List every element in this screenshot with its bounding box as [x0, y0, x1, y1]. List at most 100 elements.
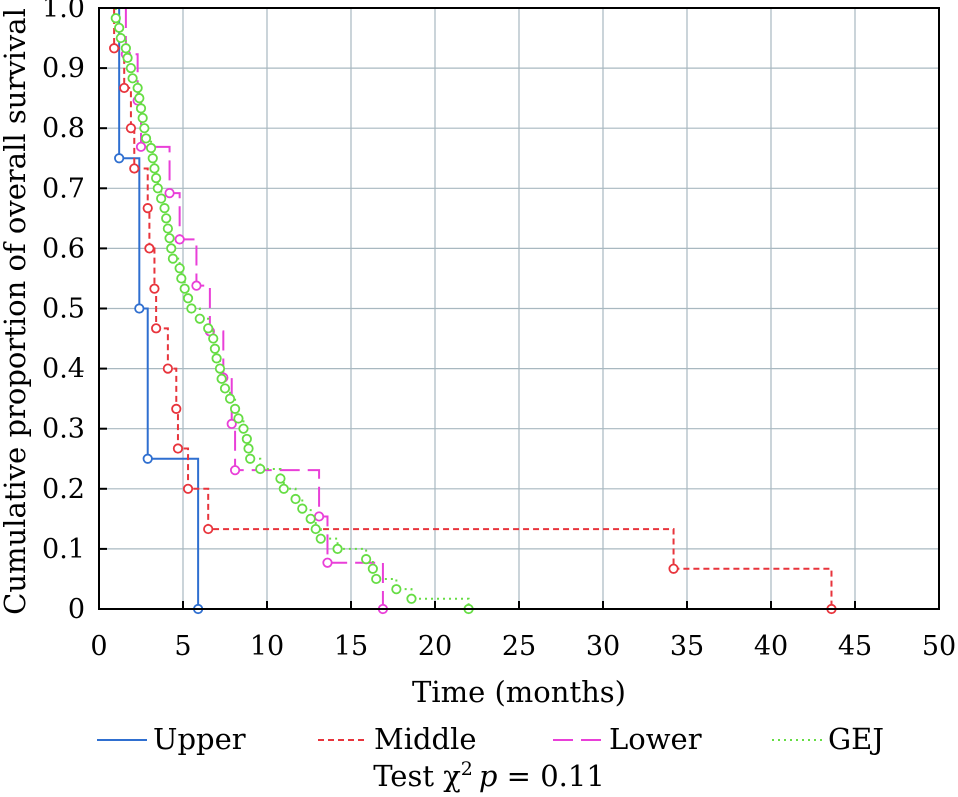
x-tick-label: 50	[922, 631, 956, 662]
event-marker	[219, 383, 231, 394]
event-marker	[171, 403, 182, 414]
event-marker	[114, 22, 125, 33]
event-marker	[278, 483, 289, 494]
y-tick-label: 0.4	[42, 354, 85, 385]
event-marker	[224, 393, 236, 404]
event-marker	[109, 43, 120, 54]
event-marker	[174, 234, 185, 245]
event-marker	[367, 563, 378, 574]
y-tick-label: 0.9	[42, 53, 85, 84]
x-tick-label: 5	[174, 631, 191, 662]
y-tick-label: 0	[68, 594, 85, 625]
x-tick-label: 15	[334, 631, 368, 662]
event-marker	[229, 403, 241, 414]
event-marker	[122, 52, 133, 63]
event-marker	[322, 557, 333, 568]
event-marker	[305, 513, 316, 524]
legend-label: GEJ	[828, 722, 884, 756]
legend-item-gej: GEJ	[772, 722, 884, 756]
event-marker	[203, 323, 214, 334]
event-marker	[156, 193, 167, 204]
x-tick-label: 35	[670, 631, 704, 662]
event-marker	[174, 263, 185, 274]
event-marker	[151, 172, 162, 184]
legend-label: Lower	[609, 722, 702, 756]
event-marker	[172, 443, 184, 454]
event-marker	[162, 223, 173, 234]
event-marker	[406, 593, 417, 604]
y-tick-label: 0.1	[42, 534, 85, 565]
event-marker	[152, 183, 163, 194]
legend: Upper Middle Lower GEJ	[97, 722, 884, 756]
event-marker	[139, 123, 150, 134]
survival-curve	[113, 8, 833, 609]
event-marker	[145, 142, 157, 154]
event-marker	[129, 163, 140, 174]
event-marker	[144, 243, 155, 254]
series-layer	[109, 8, 837, 615]
x-tick-label: 40	[754, 631, 788, 662]
event-marker	[290, 493, 301, 505]
event-marker	[255, 463, 266, 475]
event-marker	[149, 283, 160, 294]
event-marker	[233, 413, 244, 424]
event-marker	[211, 353, 222, 364]
event-marker	[361, 554, 372, 565]
event-marker	[186, 303, 197, 314]
y-tick-label: 0.5	[42, 294, 85, 325]
x-tick-label: 0	[90, 631, 107, 662]
event-marker	[147, 153, 158, 164]
event-marker	[110, 13, 121, 24]
event-marker	[391, 584, 402, 595]
y-tick-label: 0.3	[42, 414, 85, 445]
event-marker	[310, 523, 321, 535]
event-marker	[134, 93, 145, 104]
event-marker	[208, 333, 219, 344]
event-marker	[297, 503, 308, 514]
event-marker	[164, 188, 175, 199]
event-marker	[162, 363, 173, 374]
event-marker	[245, 453, 256, 464]
event-marker	[140, 133, 152, 144]
y-axis-title: Cumulative proportion of overall surviva…	[0, 8, 32, 615]
event-marker	[132, 82, 143, 94]
event-marker	[243, 443, 254, 454]
x-tick-label: 10	[250, 631, 284, 662]
event-marker	[241, 433, 252, 445]
event-marker	[668, 563, 679, 574]
event-marker	[179, 283, 190, 294]
y-tick-labels: 0 0.1 0.2 0.3 0.4 0.5 0.6 0.7 0.8 0.9 1.0	[42, 0, 85, 625]
event-marker	[191, 280, 202, 291]
event-marker	[125, 123, 137, 134]
event-marker	[194, 313, 205, 324]
chi-superscript: 2	[461, 758, 473, 780]
test-value: = 0.11	[497, 759, 604, 793]
x-axis-title: Time (months)	[412, 675, 626, 709]
legend-label: Middle	[374, 722, 477, 756]
event-marker	[159, 203, 170, 214]
chi-symbol: χ	[443, 759, 461, 793]
event-marker	[151, 323, 162, 334]
event-marker	[142, 203, 153, 214]
event-marker	[315, 533, 326, 544]
event-marker	[167, 253, 179, 264]
event-marker	[238, 423, 249, 434]
event-marker	[125, 62, 137, 74]
event-marker	[166, 243, 177, 254]
x-tick-label: 20	[418, 631, 452, 662]
event-marker	[216, 373, 227, 384]
event-marker	[226, 418, 237, 429]
event-marker	[313, 511, 325, 522]
event-marker	[149, 163, 160, 174]
series-middle	[109, 8, 837, 615]
event-marker	[135, 141, 147, 152]
event-marker	[127, 73, 138, 84]
event-marker	[114, 153, 125, 164]
x-tick-label: 45	[838, 631, 872, 662]
y-tick-label: 0.6	[42, 233, 85, 264]
event-marker	[176, 273, 187, 284]
event-marker	[229, 465, 241, 476]
y-tick-label: 0.2	[42, 474, 85, 505]
y-tick-label: 0.8	[42, 113, 85, 144]
